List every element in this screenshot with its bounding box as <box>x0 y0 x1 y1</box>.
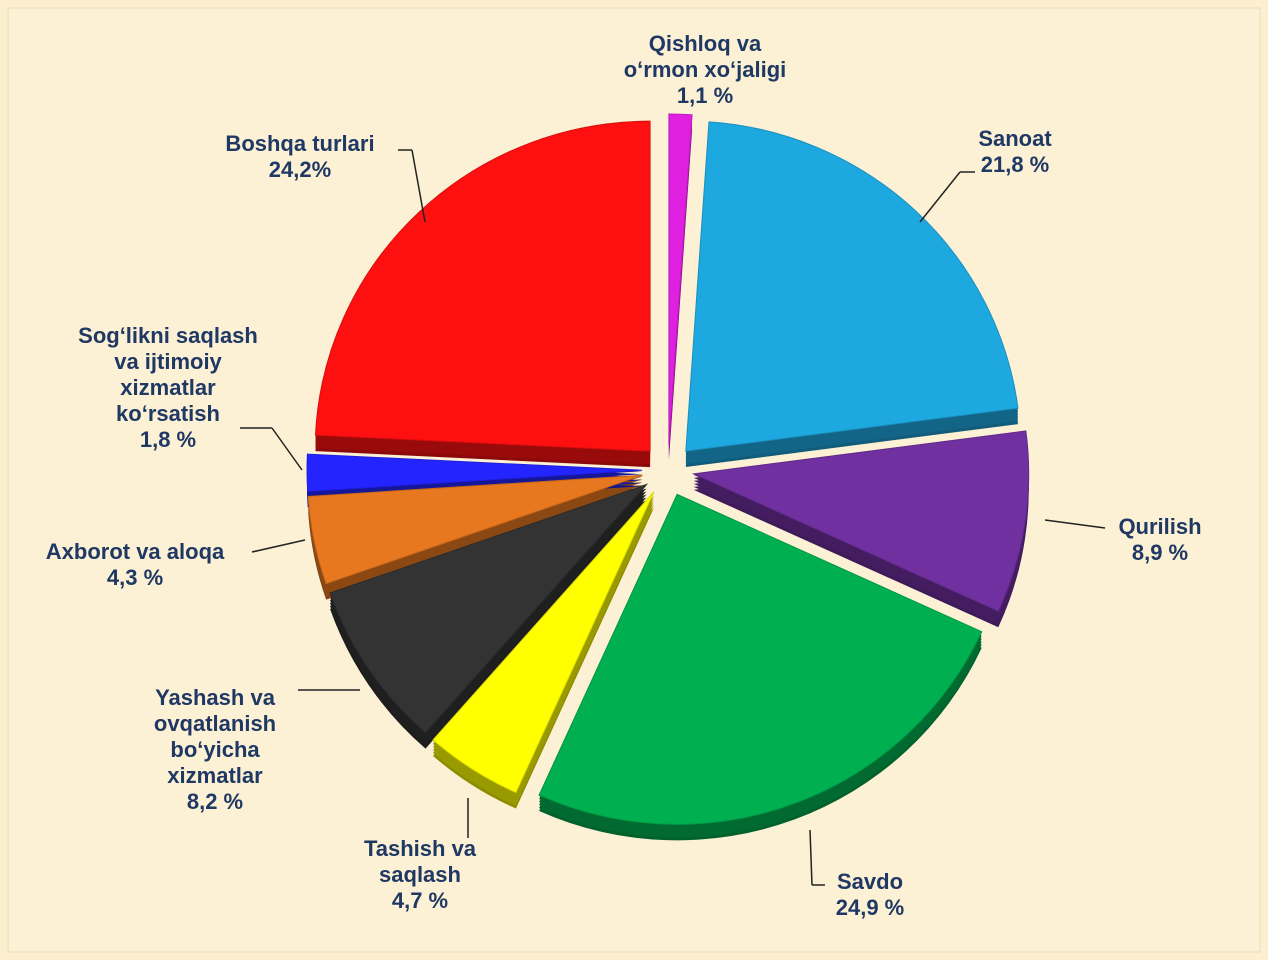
category-label: Qishloq va o‘rmon xo‘jaligi <box>623 31 787 82</box>
value-label: 8,2 % <box>186 789 244 814</box>
value-label: 24,2% <box>268 157 332 182</box>
category-label: Qurilish <box>1118 514 1202 539</box>
data-label: Savdo 24,9 % <box>836 869 905 921</box>
leader-line <box>251 539 306 553</box>
value-label: 21,8 % <box>980 152 1050 177</box>
value-label: 4,7 % <box>391 888 449 913</box>
data-label: Yashash va ovqatlanish bo‘yicha xizmatla… <box>154 685 276 815</box>
value-label: 4,3 % <box>106 565 164 590</box>
slice <box>538 493 983 825</box>
category-label: Yashash va ovqatlanish bo‘yicha xizmatla… <box>153 685 277 788</box>
slice <box>314 120 651 452</box>
slice <box>432 491 655 794</box>
category-label: Boshqa turlari <box>225 131 375 156</box>
data-label: Axborot va aloqa 4,3 % <box>46 539 224 591</box>
slice <box>306 453 643 492</box>
leader-line <box>1044 519 1106 529</box>
slice <box>691 430 1030 612</box>
leader-lines <box>240 149 1106 886</box>
leader-line <box>919 171 961 223</box>
category-label: Sanoat <box>978 126 1052 151</box>
slice <box>685 121 1019 452</box>
data-label: Boshqa turlari 24,2% <box>225 131 374 183</box>
data-label: Tashish va saqlash 4,7 % <box>364 836 476 914</box>
pie <box>306 113 1030 825</box>
slice <box>668 113 693 445</box>
value-label: 1,8 % <box>139 427 197 452</box>
value-label: 8,9 % <box>1131 540 1189 565</box>
category-label: Axborot va aloqa <box>45 539 225 564</box>
leader-line <box>809 829 813 886</box>
category-label: Savdo <box>836 869 904 894</box>
data-label: Qishloq va o‘rmon xo‘jaligi 1,1 % <box>624 31 787 109</box>
leader-line <box>271 427 303 471</box>
value-label: 24,9 % <box>835 895 905 920</box>
data-label: Sog‘likni saqlash va ijtimoiy xizmatlar … <box>78 323 258 453</box>
value-label: 1,1 % <box>676 83 734 108</box>
slice <box>307 474 643 585</box>
leader-line <box>411 149 426 223</box>
data-label: Sanoat 21,8 % <box>978 126 1051 178</box>
category-label: Tashish va saqlash <box>363 836 477 887</box>
slice <box>329 483 649 734</box>
category-label: Sog‘likni saqlash va ijtimoiy xizmatlar … <box>78 323 258 426</box>
data-label: Qurilish 8,9 % <box>1118 514 1201 566</box>
